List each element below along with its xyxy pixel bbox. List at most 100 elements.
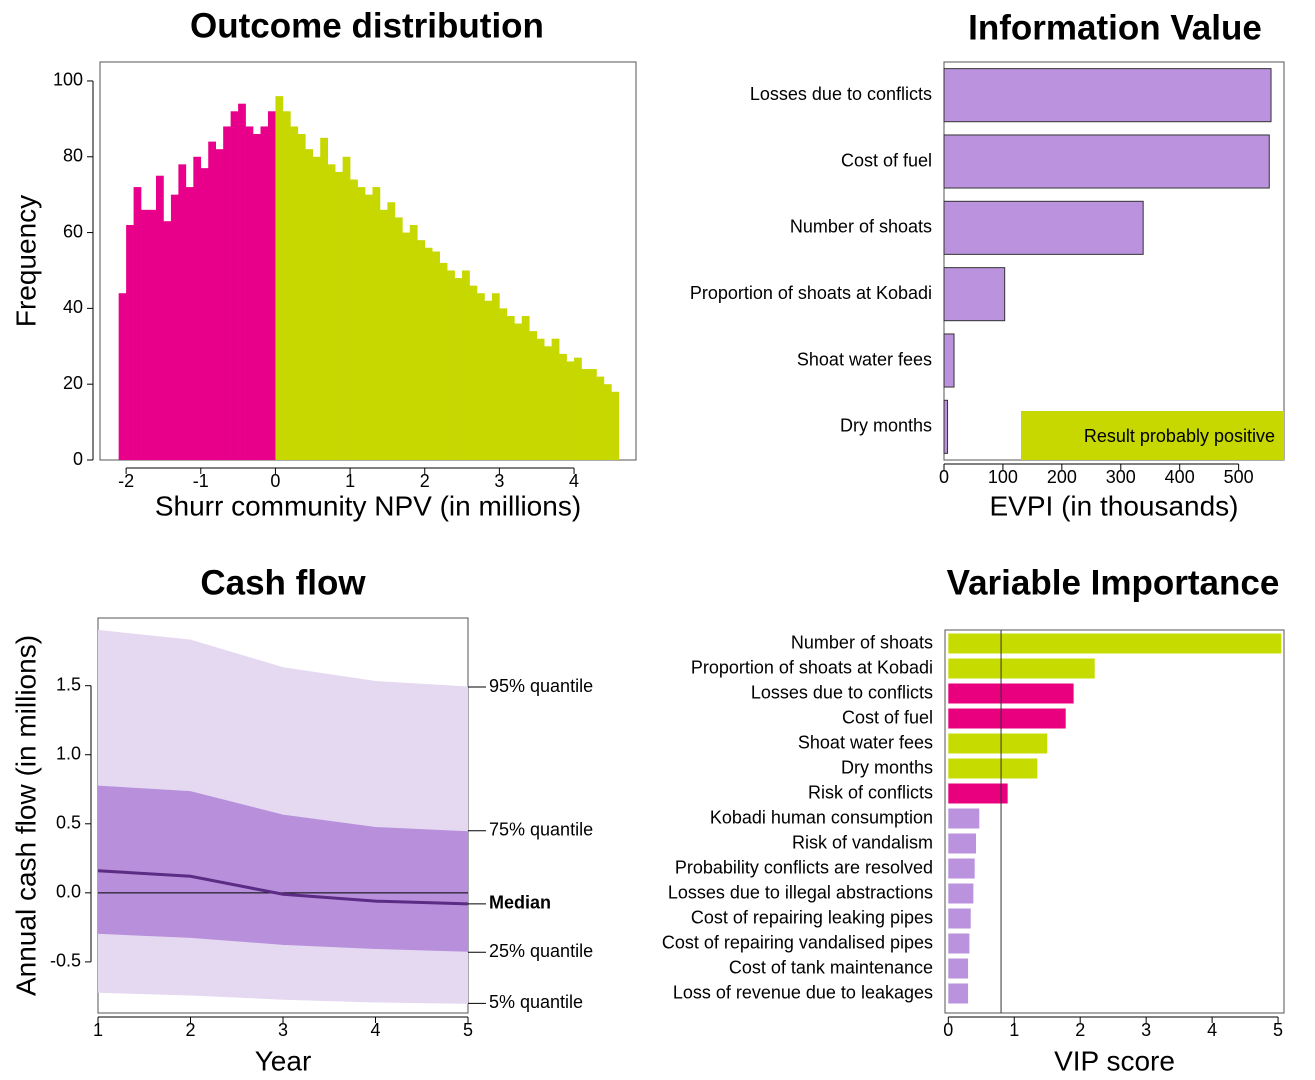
histogram-bar bbox=[223, 126, 231, 460]
y-tick-label: 40 bbox=[63, 297, 83, 317]
histogram-bar bbox=[126, 224, 134, 460]
histogram-bar bbox=[536, 338, 545, 460]
histogram-bar bbox=[200, 168, 209, 460]
histogram-bar bbox=[133, 187, 142, 461]
histogram-bar bbox=[387, 202, 396, 460]
histogram-bar bbox=[491, 293, 500, 460]
x-tick-label: 5 bbox=[1273, 1020, 1283, 1040]
y-axis-label: Frequency bbox=[10, 195, 41, 327]
x-tick-label: 3 bbox=[278, 1020, 288, 1040]
x-tick-label: 500 bbox=[1224, 467, 1254, 487]
category-label: Risk of conflicts bbox=[808, 782, 933, 802]
bar bbox=[948, 883, 974, 904]
histogram-bar bbox=[566, 361, 575, 460]
chart-title: Cash flow bbox=[200, 563, 366, 602]
histogram-bar bbox=[402, 232, 411, 460]
x-axis-label: Year bbox=[255, 1045, 312, 1076]
bar bbox=[948, 808, 980, 829]
histogram-bar bbox=[551, 338, 560, 460]
histogram-bar bbox=[185, 187, 194, 461]
category-label: Losses due to conflicts bbox=[751, 682, 933, 702]
histogram-bar bbox=[290, 126, 299, 460]
category-label: Loss of revenue due to leakages bbox=[673, 982, 933, 1002]
x-tick-label: 2 bbox=[185, 1020, 195, 1040]
bar bbox=[948, 658, 1095, 679]
histogram-bar bbox=[544, 346, 552, 460]
bar bbox=[943, 399, 949, 454]
x-tick-label: 0 bbox=[943, 1020, 953, 1040]
histogram-bar bbox=[305, 149, 314, 460]
histogram-bar bbox=[170, 194, 179, 460]
y-tick-label: 80 bbox=[63, 146, 83, 166]
x-tick-label: 0 bbox=[270, 471, 280, 491]
category-label: Losses due to illegal abstractions bbox=[668, 882, 933, 902]
histogram-bar bbox=[163, 221, 172, 460]
x-tick-label: 100 bbox=[988, 467, 1018, 487]
chart-title: Outcome distribution bbox=[190, 6, 544, 45]
histogram-bar bbox=[432, 251, 440, 460]
x-tick-label: 4 bbox=[1207, 1020, 1217, 1040]
histogram-bar bbox=[282, 111, 291, 461]
x-tick-label: 2 bbox=[420, 471, 430, 491]
x-tick-label: 3 bbox=[1141, 1020, 1151, 1040]
histogram-bar bbox=[327, 164, 336, 461]
y-axis-label: Annual cash flow (in millions) bbox=[10, 635, 41, 996]
histogram-bar bbox=[342, 156, 351, 460]
histogram-bar bbox=[581, 369, 590, 460]
category-label: Cost of fuel bbox=[841, 150, 932, 170]
histogram-bar bbox=[193, 156, 202, 460]
bar bbox=[948, 683, 1074, 704]
histogram-bar bbox=[178, 164, 187, 461]
bar bbox=[948, 733, 1048, 754]
category-label: Shoat water fees bbox=[797, 349, 932, 369]
y-tick-label: 0.5 bbox=[56, 813, 81, 833]
histogram-bar bbox=[417, 240, 426, 460]
category-label: Cost of tank maintenance bbox=[729, 957, 933, 977]
histogram-bar bbox=[611, 391, 620, 460]
histogram-bar bbox=[521, 315, 530, 460]
bar bbox=[943, 333, 955, 388]
category-label: Cost of repairing vandalised pipes bbox=[662, 932, 933, 952]
x-axis-label: VIP score bbox=[1054, 1045, 1175, 1076]
category-label: Losses due to conflicts bbox=[750, 84, 932, 104]
histogram-bar bbox=[238, 103, 246, 460]
histogram-bar bbox=[260, 126, 269, 460]
histogram-bar bbox=[476, 293, 485, 460]
quantile-label: 75% quantile bbox=[489, 819, 593, 839]
quantile-line bbox=[97, 991, 469, 1004]
x-tick-label: 4 bbox=[370, 1020, 380, 1040]
x-tick-label: 200 bbox=[1047, 467, 1077, 487]
y-tick-label: 1.0 bbox=[56, 743, 81, 763]
histogram-bar bbox=[253, 134, 261, 460]
x-tick-label: 400 bbox=[1165, 467, 1195, 487]
histogram-bar bbox=[141, 209, 149, 460]
bar bbox=[943, 267, 1006, 322]
quantile-label: Median bbox=[489, 893, 551, 913]
bar bbox=[948, 958, 969, 979]
histogram-bar bbox=[379, 209, 388, 460]
x-tick-label: 5 bbox=[463, 1020, 473, 1040]
x-axis-label: Shurr community NPV (in millions) bbox=[155, 490, 581, 521]
quantile-label: 5% quantile bbox=[489, 992, 583, 1012]
median-line bbox=[97, 869, 469, 906]
histogram-bar bbox=[372, 187, 381, 461]
histogram-bar bbox=[529, 331, 538, 460]
histogram-bar bbox=[447, 270, 455, 460]
histogram-bar bbox=[424, 247, 433, 460]
category-label: Dry months bbox=[841, 757, 933, 777]
x-tick-label: 300 bbox=[1106, 467, 1136, 487]
y-tick-label: 0.0 bbox=[56, 882, 81, 902]
quantile-line bbox=[97, 933, 469, 953]
category-label: Cost of repairing leaking pipes bbox=[691, 907, 933, 927]
chart-title: Variable Importance bbox=[947, 563, 1280, 602]
histogram-bar bbox=[335, 171, 343, 460]
category-label: Number of shoats bbox=[791, 632, 933, 652]
histogram-bar bbox=[365, 194, 373, 460]
histogram-bar bbox=[230, 111, 239, 461]
category-label: Risk of vandalism bbox=[792, 832, 933, 852]
x-tick-label: 1 bbox=[1009, 1020, 1019, 1040]
y-tick-label: 1.5 bbox=[56, 674, 81, 694]
histogram-bar bbox=[312, 156, 321, 460]
histogram-bar bbox=[574, 357, 582, 460]
histogram-bar bbox=[439, 262, 448, 460]
